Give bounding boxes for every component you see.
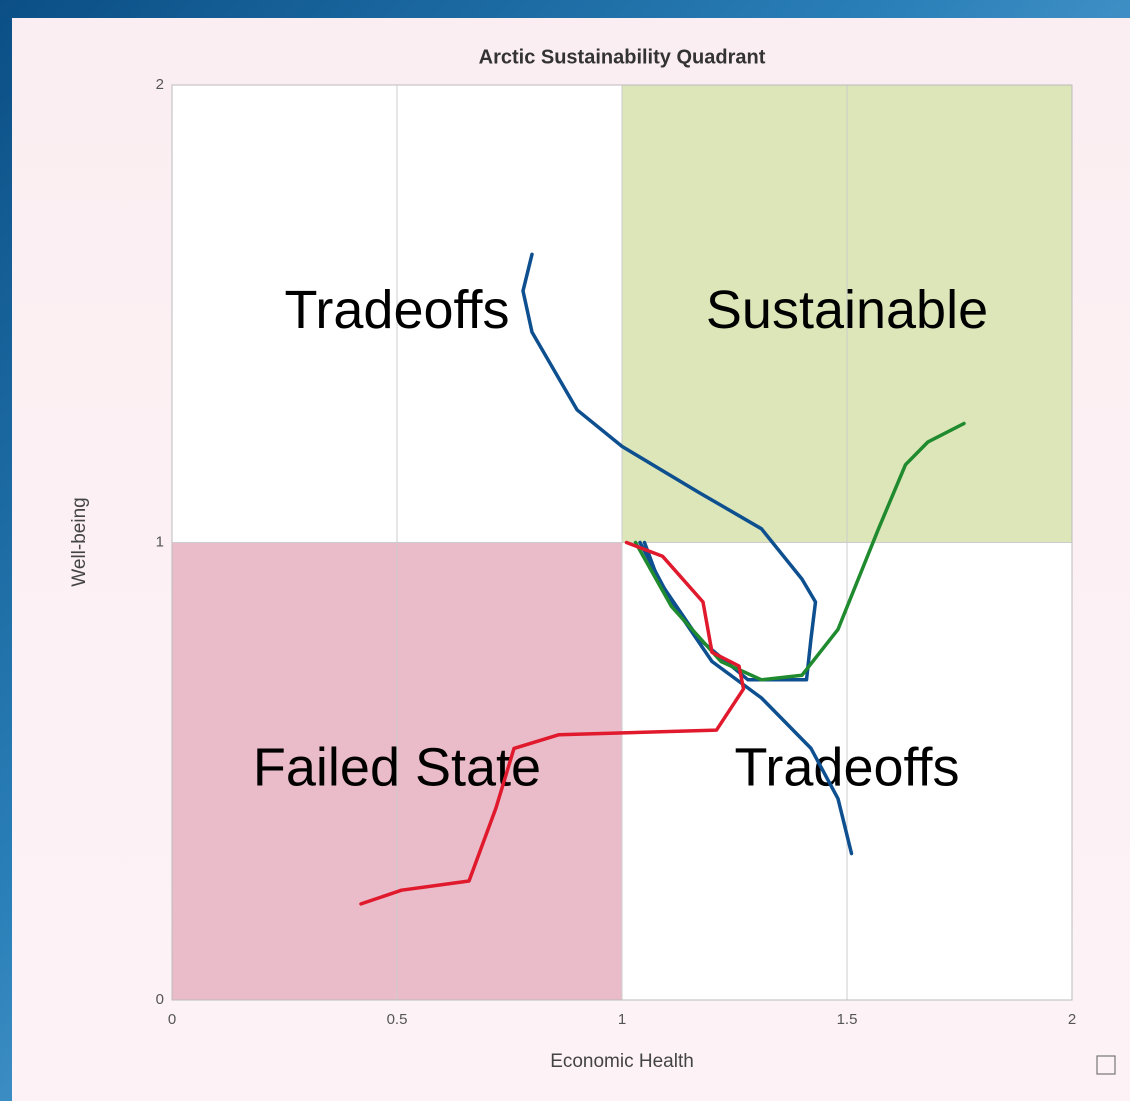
x-axis-label: Economic Health: [550, 1051, 694, 1072]
page: 0 0.5 1 1.5 2 0 1 2 Tradeoffs Sustainable Failed S…: [0, 0, 1130, 1101]
y-tick-label: 2: [156, 76, 164, 93]
x-tick-label: 0: [168, 1011, 176, 1028]
x-tick-label: 1: [618, 1011, 626, 1028]
expand-icon[interactable]: [1097, 1056, 1115, 1074]
chart: 0 0.5 1 1.5 2 0 1 2 Tradeoffs Sustainable Failed S…: [0, 0, 1130, 1101]
y-axis-label: Well-being: [69, 497, 90, 586]
chart-title: Arctic Sustainability Quadrant: [479, 46, 766, 68]
quadrant-label: Sustainable: [706, 280, 988, 340]
plot: 0 0.5 1 1.5 2 0 1 2 Tradeoffs Sustainable Failed S…: [156, 76, 1077, 1028]
x-tick-label: 2: [1068, 1011, 1076, 1028]
expand-icon-frame[interactable]: [1097, 1056, 1115, 1074]
quadrant-label: Tradeoffs: [284, 280, 509, 340]
quadrant-label: Tradeoffs: [734, 738, 959, 798]
x-tick-label: 0.5: [387, 1011, 408, 1028]
x-tick-label: 1.5: [837, 1011, 858, 1028]
quadrant-label: Failed State: [253, 738, 541, 798]
y-tick-label: 1: [156, 533, 164, 550]
y-tick-label: 0: [156, 991, 164, 1008]
